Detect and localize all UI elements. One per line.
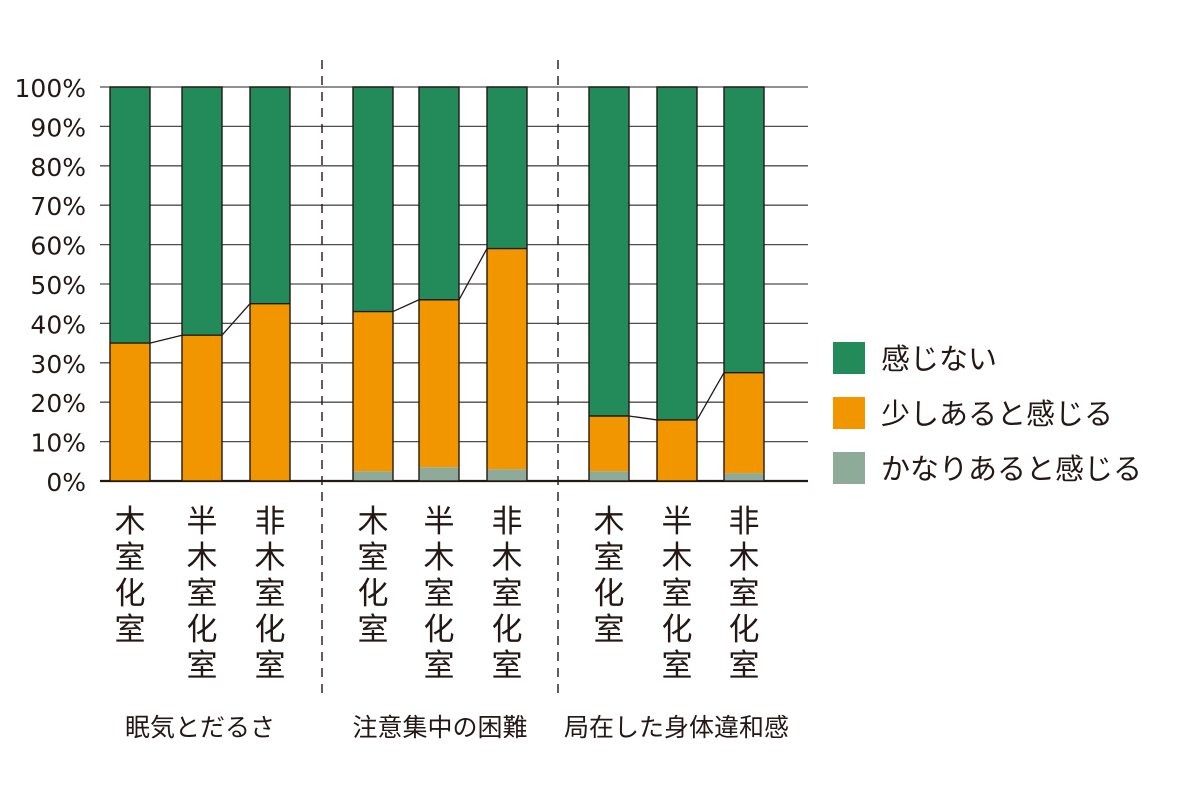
legend-swatch (833, 452, 865, 484)
bar-segment-none (657, 87, 697, 420)
legend-label: かなりあると感じる (881, 452, 1142, 486)
legend-label: 少しあると感じる (881, 397, 1113, 431)
bar-outline (486, 86, 528, 482)
y-tick-label: 10% (30, 429, 86, 458)
bar-label: 木室化室 (115, 504, 146, 648)
bar-segment-none (419, 87, 459, 300)
bar-label: 非木室化室 (492, 504, 523, 684)
bar-segment-some (657, 419, 697, 481)
bar-segment-none (182, 87, 222, 336)
group-separators (321, 60, 559, 695)
bar-segment-none (724, 87, 764, 373)
bar-segment-some (419, 299, 459, 468)
bar-segment-strong (419, 467, 459, 481)
y-tick-label: 0% (46, 468, 86, 497)
connector-line (221, 303, 251, 336)
bar-label: 半木室化室 (187, 504, 218, 684)
bar-label: 半木室化室 (662, 504, 693, 684)
y-tick-label: 80% (30, 153, 86, 182)
group-label: 眠気とだるさ (125, 713, 275, 742)
x-axis-bar-labels: 木室化室 半木室化室 非木室化室 木室化室 半木室化室 非木室化室 木室化室 半木室化室 非木室… (115, 504, 760, 684)
bar-segment-strong (353, 471, 393, 481)
bar-label: 木室化室 (358, 504, 389, 648)
bar-segment-strong (589, 471, 629, 481)
bar-outline (656, 86, 698, 482)
bar-label: 半木室化室 (424, 504, 455, 684)
legend-swatch (833, 342, 865, 374)
bar-segment-some (589, 415, 629, 472)
y-axis-tick-labels: 0% 10% 20% 30% 40% 50% 60% 70% 80% 90% 100% (15, 74, 86, 497)
bars (109, 86, 765, 482)
bar-outline (352, 86, 394, 482)
bar-label: 非木室化室 (255, 504, 286, 684)
bar-segment-some (353, 311, 393, 472)
bar-segment-strong (724, 473, 764, 481)
y-tick-label: 70% (30, 192, 86, 221)
bar-label: 木室化室 (594, 504, 625, 648)
y-tick-label: 100% (15, 74, 86, 103)
bar-segment-some (487, 248, 527, 470)
bar-segment-some (724, 372, 764, 474)
bar-segment-none (353, 87, 393, 312)
y-tick-label: 90% (30, 113, 86, 142)
y-tick-label: 40% (30, 310, 86, 339)
bar-label: 非木室化室 (729, 504, 760, 684)
connector-line (458, 248, 488, 301)
connector-line (149, 334, 183, 344)
legend-label: 感じない (881, 342, 997, 376)
y-tick-label: 30% (30, 350, 86, 379)
bar-segment-some (250, 303, 290, 481)
bar-outline (723, 86, 765, 482)
bar-outline (181, 86, 223, 482)
group-labels: 眠気とだるさ 注意集中の困難 局在した身体違和感 (125, 713, 789, 742)
bar-segment-none (250, 87, 290, 304)
bar-outline (588, 86, 630, 482)
group-label: 注意集中の困難 (352, 713, 527, 742)
bar-outline (249, 86, 291, 482)
legend-swatch (833, 397, 865, 429)
bar-segment-strong (487, 469, 527, 481)
bar-segment-none (110, 87, 150, 344)
bar-outline (418, 86, 460, 482)
bar-outline (109, 86, 151, 482)
bar-segment-none (589, 87, 629, 416)
connector-line (696, 372, 725, 421)
bar-segment-some (182, 335, 222, 481)
connector-lines (149, 248, 725, 421)
bar-segment-none (487, 87, 527, 249)
group-label: 局在した身体違和感 (564, 713, 789, 742)
y-tick-label: 60% (30, 232, 86, 261)
connector-line (392, 299, 420, 313)
connector-line (628, 415, 658, 421)
y-tick-label: 50% (30, 271, 86, 300)
y-tick-label: 20% (30, 389, 86, 418)
bar-segment-some (110, 343, 150, 481)
